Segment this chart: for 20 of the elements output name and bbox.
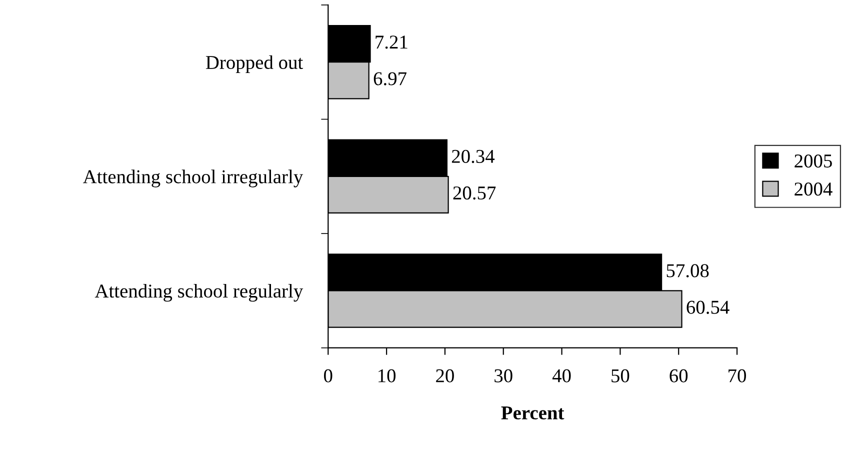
x-tick-label: 40: [552, 369, 571, 382]
data-label: 60.54: [686, 300, 730, 314]
y-tick-label: Attending school regularly: [94, 284, 304, 302]
data-label: 57.08: [666, 264, 709, 278]
data-label: 20.34: [452, 150, 495, 164]
x-tick-label: 0: [324, 369, 332, 382]
data-label: 7.21: [376, 36, 408, 49]
data-label: 6.97: [374, 72, 406, 86]
x-tick-label: 70: [728, 369, 746, 382]
x-tick-label: 50: [612, 369, 630, 382]
x-axis-title: Percent: [501, 406, 564, 420]
x-tick-label: 30: [494, 369, 512, 382]
y-tick-label: Attending school irregularly: [83, 170, 304, 188]
legend-label: 2005: [794, 154, 832, 168]
x-tick-label: 60: [670, 369, 688, 382]
legend-label: 2004: [794, 182, 832, 196]
y-tick-label: Dropped out: [206, 55, 304, 73]
x-tick-label: 20: [436, 369, 454, 382]
x-tick-label: 10: [378, 369, 396, 382]
data-label: 20.57: [453, 186, 496, 200]
